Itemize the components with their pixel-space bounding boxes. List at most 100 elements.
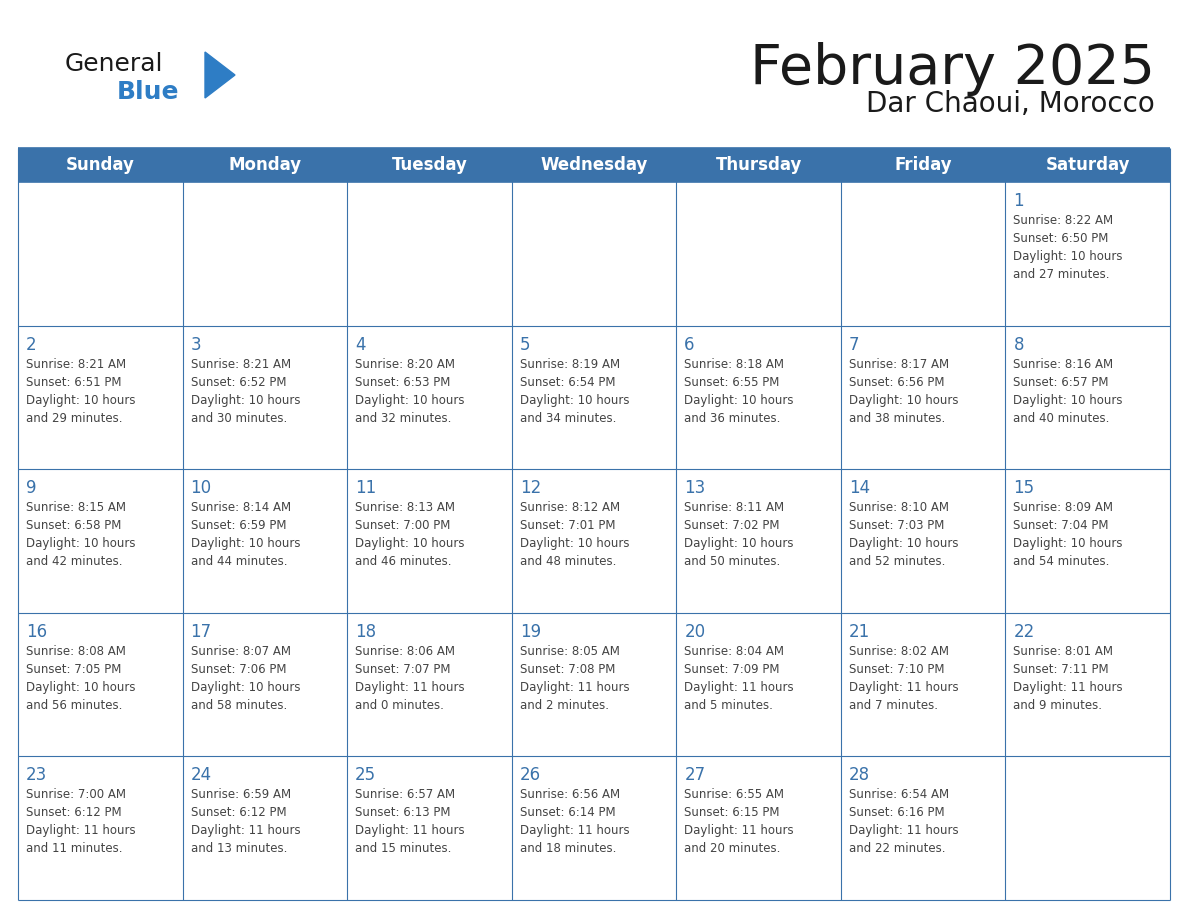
Text: Sunset: 6:58 PM: Sunset: 6:58 PM [26, 520, 121, 532]
Text: and 18 minutes.: and 18 minutes. [519, 843, 617, 856]
Text: 4: 4 [355, 336, 366, 353]
Text: Sunset: 6:16 PM: Sunset: 6:16 PM [849, 806, 944, 820]
Text: Sunrise: 8:20 AM: Sunrise: 8:20 AM [355, 358, 455, 371]
Text: Sunset: 7:04 PM: Sunset: 7:04 PM [1013, 520, 1108, 532]
Text: Daylight: 11 hours: Daylight: 11 hours [849, 824, 959, 837]
Text: Daylight: 10 hours: Daylight: 10 hours [1013, 394, 1123, 407]
Text: Sunrise: 8:15 AM: Sunrise: 8:15 AM [26, 501, 126, 514]
Text: Sunrise: 8:22 AM: Sunrise: 8:22 AM [1013, 214, 1113, 227]
Text: 3: 3 [190, 336, 201, 353]
Text: Daylight: 11 hours: Daylight: 11 hours [684, 681, 794, 694]
Text: Sunset: 6:52 PM: Sunset: 6:52 PM [190, 375, 286, 388]
Text: Daylight: 11 hours: Daylight: 11 hours [190, 824, 301, 837]
Text: Daylight: 11 hours: Daylight: 11 hours [519, 681, 630, 694]
Text: 10: 10 [190, 479, 211, 498]
Text: Sunrise: 8:12 AM: Sunrise: 8:12 AM [519, 501, 620, 514]
Text: and 7 minutes.: and 7 minutes. [849, 699, 937, 711]
Text: and 50 minutes.: and 50 minutes. [684, 555, 781, 568]
Text: and 11 minutes.: and 11 minutes. [26, 843, 122, 856]
Text: Sunrise: 8:18 AM: Sunrise: 8:18 AM [684, 358, 784, 371]
Text: Daylight: 10 hours: Daylight: 10 hours [849, 537, 959, 550]
Text: 25: 25 [355, 767, 377, 784]
Text: Sunset: 7:06 PM: Sunset: 7:06 PM [190, 663, 286, 676]
Text: Sunrise: 8:14 AM: Sunrise: 8:14 AM [190, 501, 291, 514]
Text: Daylight: 10 hours: Daylight: 10 hours [519, 537, 630, 550]
Text: Sunrise: 8:21 AM: Sunrise: 8:21 AM [26, 358, 126, 371]
Text: Sunrise: 8:16 AM: Sunrise: 8:16 AM [1013, 358, 1113, 371]
Text: Daylight: 10 hours: Daylight: 10 hours [355, 537, 465, 550]
Text: Sunrise: 8:21 AM: Sunrise: 8:21 AM [190, 358, 291, 371]
Text: Daylight: 10 hours: Daylight: 10 hours [190, 394, 301, 407]
Text: Sunset: 7:02 PM: Sunset: 7:02 PM [684, 520, 779, 532]
Text: Sunrise: 8:17 AM: Sunrise: 8:17 AM [849, 358, 949, 371]
Text: Sunset: 6:13 PM: Sunset: 6:13 PM [355, 806, 450, 820]
Text: 14: 14 [849, 479, 870, 498]
Text: Sunset: 7:01 PM: Sunset: 7:01 PM [519, 520, 615, 532]
Text: 20: 20 [684, 622, 706, 641]
Text: 21: 21 [849, 622, 870, 641]
Text: Sunset: 7:08 PM: Sunset: 7:08 PM [519, 663, 615, 676]
Text: Sunset: 6:56 PM: Sunset: 6:56 PM [849, 375, 944, 388]
Text: Sunrise: 6:56 AM: Sunrise: 6:56 AM [519, 789, 620, 801]
Text: 26: 26 [519, 767, 541, 784]
Text: Sunrise: 8:04 AM: Sunrise: 8:04 AM [684, 644, 784, 658]
Text: Sunset: 7:00 PM: Sunset: 7:00 PM [355, 520, 450, 532]
Text: Thursday: Thursday [715, 156, 802, 174]
Text: Sunrise: 6:59 AM: Sunrise: 6:59 AM [190, 789, 291, 801]
Text: 9: 9 [26, 479, 37, 498]
Text: and 30 minutes.: and 30 minutes. [190, 411, 286, 425]
Text: Sunset: 6:50 PM: Sunset: 6:50 PM [1013, 232, 1108, 245]
Text: and 22 minutes.: and 22 minutes. [849, 843, 946, 856]
Text: Sunrise: 6:57 AM: Sunrise: 6:57 AM [355, 789, 455, 801]
Text: 2: 2 [26, 336, 37, 353]
Text: Sunrise: 8:10 AM: Sunrise: 8:10 AM [849, 501, 949, 514]
Text: Sunset: 6:53 PM: Sunset: 6:53 PM [355, 375, 450, 388]
Text: Sunrise: 8:01 AM: Sunrise: 8:01 AM [1013, 644, 1113, 658]
Text: Sunset: 6:59 PM: Sunset: 6:59 PM [190, 520, 286, 532]
Text: General: General [65, 52, 164, 76]
Text: 5: 5 [519, 336, 530, 353]
Text: Sunrise: 8:05 AM: Sunrise: 8:05 AM [519, 644, 620, 658]
Text: Sunset: 6:12 PM: Sunset: 6:12 PM [26, 806, 121, 820]
Text: 22: 22 [1013, 622, 1035, 641]
Text: Sunset: 7:09 PM: Sunset: 7:09 PM [684, 663, 779, 676]
Text: 23: 23 [26, 767, 48, 784]
Text: Sunrise: 8:08 AM: Sunrise: 8:08 AM [26, 644, 126, 658]
Text: Daylight: 10 hours: Daylight: 10 hours [1013, 537, 1123, 550]
Text: 7: 7 [849, 336, 859, 353]
Text: and 52 minutes.: and 52 minutes. [849, 555, 946, 568]
Text: and 56 minutes.: and 56 minutes. [26, 699, 122, 711]
Text: and 40 minutes.: and 40 minutes. [1013, 411, 1110, 425]
Text: Sunrise: 8:02 AM: Sunrise: 8:02 AM [849, 644, 949, 658]
Text: Daylight: 11 hours: Daylight: 11 hours [684, 824, 794, 837]
Text: Sunset: 7:07 PM: Sunset: 7:07 PM [355, 663, 450, 676]
Text: 13: 13 [684, 479, 706, 498]
Text: Tuesday: Tuesday [392, 156, 467, 174]
Text: Sunset: 6:54 PM: Sunset: 6:54 PM [519, 375, 615, 388]
Text: Daylight: 11 hours: Daylight: 11 hours [26, 824, 135, 837]
Text: 28: 28 [849, 767, 870, 784]
Text: and 46 minutes.: and 46 minutes. [355, 555, 451, 568]
Text: Daylight: 11 hours: Daylight: 11 hours [355, 681, 465, 694]
Text: and 32 minutes.: and 32 minutes. [355, 411, 451, 425]
Text: Daylight: 11 hours: Daylight: 11 hours [849, 681, 959, 694]
Text: Daylight: 11 hours: Daylight: 11 hours [355, 824, 465, 837]
Text: Monday: Monday [228, 156, 302, 174]
Text: and 0 minutes.: and 0 minutes. [355, 699, 444, 711]
Text: Sunset: 6:51 PM: Sunset: 6:51 PM [26, 375, 121, 388]
Text: 17: 17 [190, 622, 211, 641]
Text: and 2 minutes.: and 2 minutes. [519, 699, 608, 711]
Text: Sunset: 6:55 PM: Sunset: 6:55 PM [684, 375, 779, 388]
Text: and 15 minutes.: and 15 minutes. [355, 843, 451, 856]
Text: Daylight: 10 hours: Daylight: 10 hours [26, 394, 135, 407]
Text: and 34 minutes.: and 34 minutes. [519, 411, 617, 425]
Text: Sunrise: 8:11 AM: Sunrise: 8:11 AM [684, 501, 784, 514]
Text: Daylight: 10 hours: Daylight: 10 hours [684, 394, 794, 407]
Text: and 20 minutes.: and 20 minutes. [684, 843, 781, 856]
Text: Daylight: 11 hours: Daylight: 11 hours [1013, 681, 1123, 694]
Text: Sunset: 7:11 PM: Sunset: 7:11 PM [1013, 663, 1110, 676]
Text: Sunrise: 8:19 AM: Sunrise: 8:19 AM [519, 358, 620, 371]
Text: Dar Chaoui, Morocco: Dar Chaoui, Morocco [866, 90, 1155, 118]
Text: Sunrise: 8:09 AM: Sunrise: 8:09 AM [1013, 501, 1113, 514]
Text: Sunset: 7:05 PM: Sunset: 7:05 PM [26, 663, 121, 676]
